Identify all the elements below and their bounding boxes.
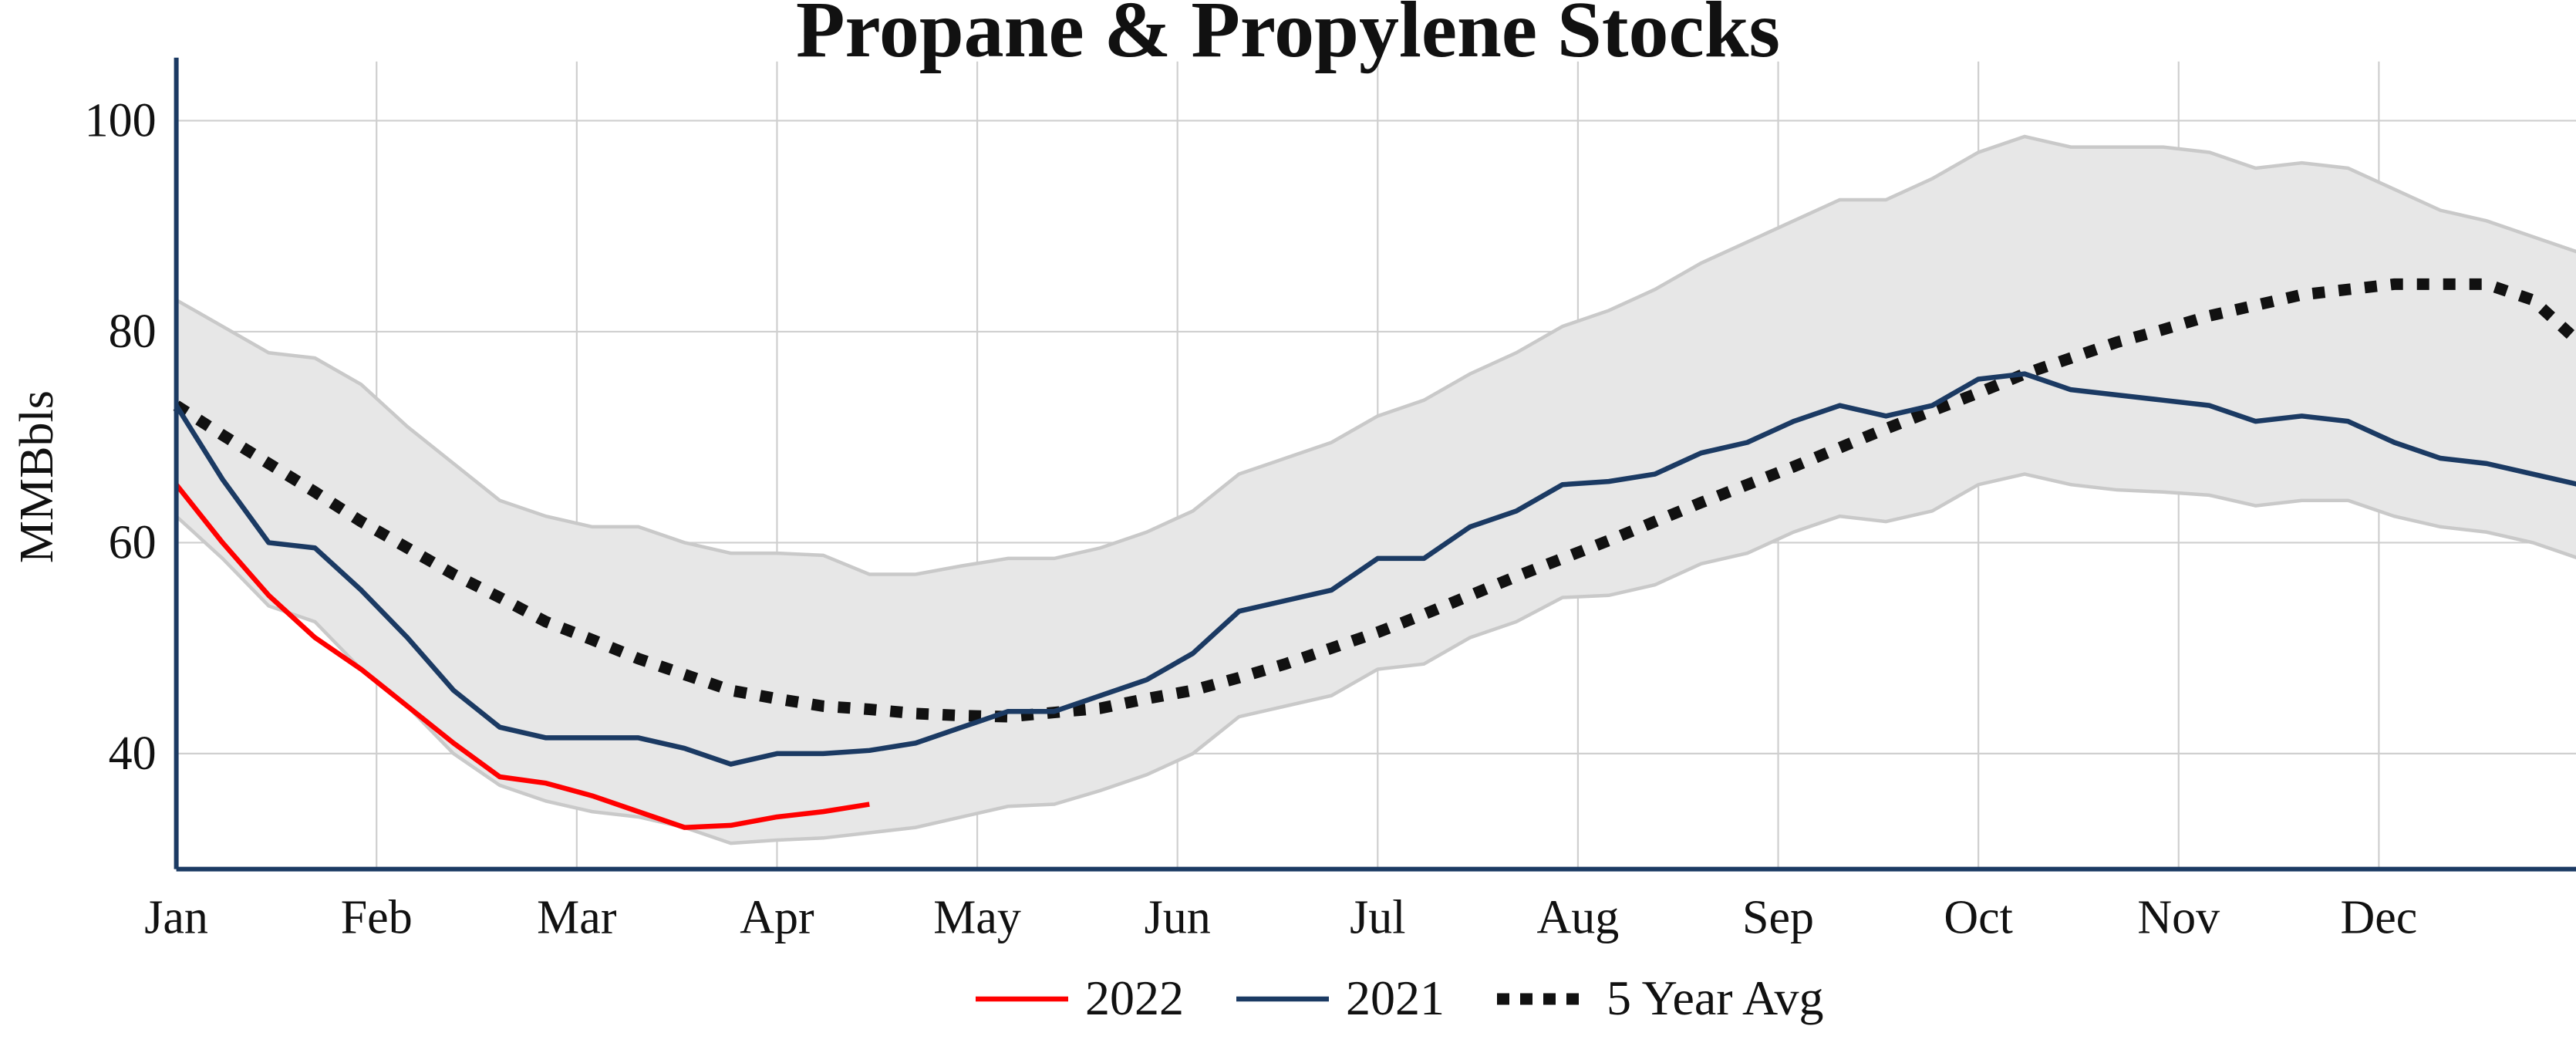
svg-text:2021: 2021 [1346,970,1445,1025]
svg-text:100: 100 [85,94,157,147]
svg-text:Sep: Sep [1742,892,1814,944]
svg-text:May: May [933,892,1021,944]
svg-text:60: 60 [109,516,157,569]
svg-text:80: 80 [109,305,157,358]
svg-text:Nov: Nov [2137,892,2220,944]
svg-text:Aug: Aug [1537,892,1620,944]
svg-text:40: 40 [109,727,157,780]
svg-text:Jan: Jan [144,892,208,944]
svg-text:Feb: Feb [341,892,413,944]
svg-text:Oct: Oct [1944,892,2013,944]
svg-text:MMBbls: MMBbls [11,390,63,563]
svg-text:Jun: Jun [1145,892,1211,944]
svg-text:Dec: Dec [2340,892,2417,944]
svg-text:5 Year Avg: 5 Year Avg [1607,970,1824,1025]
svg-text:Jul: Jul [1350,892,1405,944]
svg-text:Mar: Mar [537,892,617,944]
svg-text:Apr: Apr [740,892,814,944]
svg-text:2022: 2022 [1085,970,1184,1025]
